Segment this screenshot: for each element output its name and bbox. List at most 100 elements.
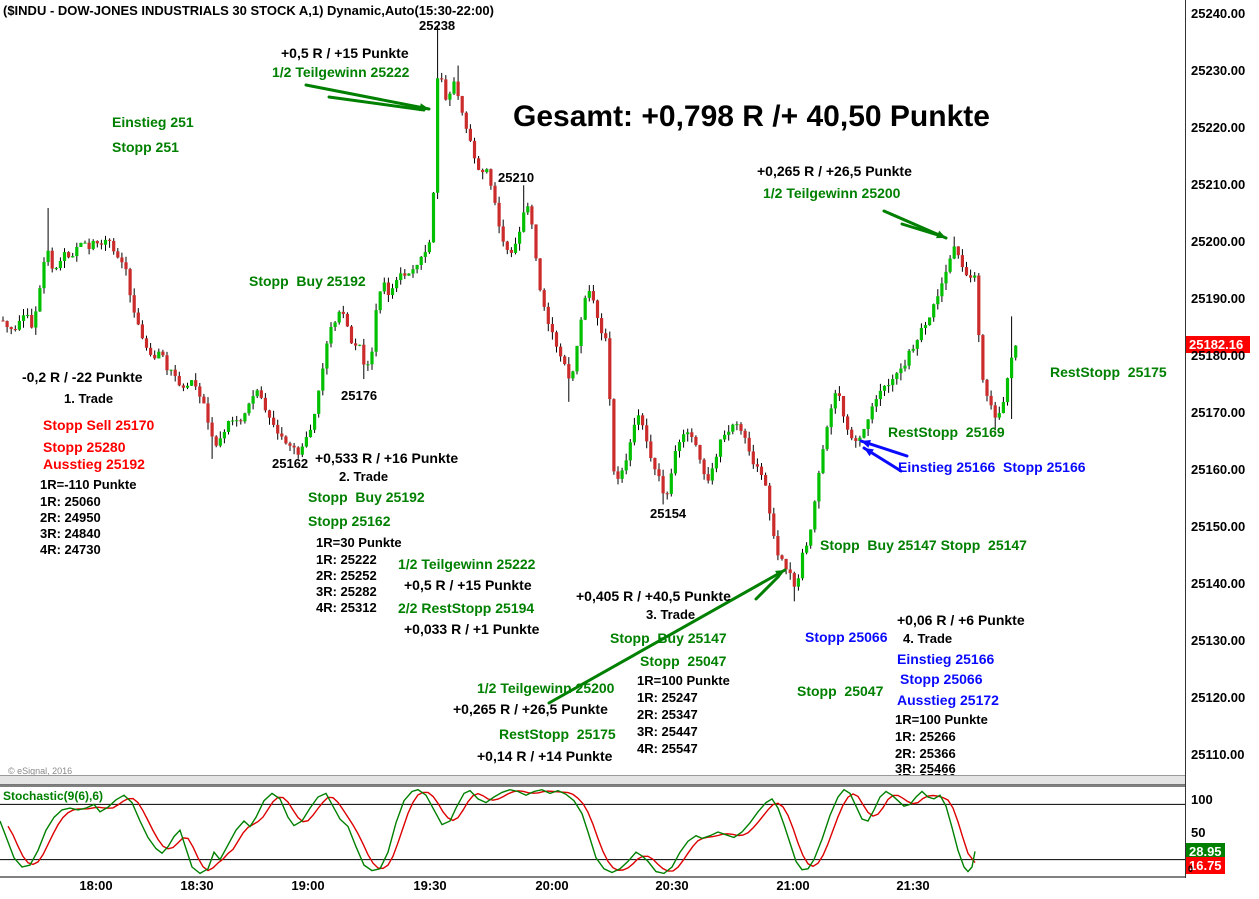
trade3-entry-arrow (547, 568, 787, 705)
candle-down (649, 441, 653, 459)
candle-down (563, 356, 567, 365)
candle-up (714, 456, 718, 469)
chart-annotation: 1R=100 Punkte (895, 712, 988, 727)
candle-up (583, 297, 587, 320)
candle-down (87, 242, 91, 249)
time-axis-label: 19:30 (413, 878, 447, 893)
candle-down (846, 416, 850, 430)
chart-annotation: 3R: 24840 (40, 526, 101, 541)
candle-down (276, 424, 280, 434)
price-axis-label: 25200.00 (1191, 234, 1246, 250)
candle-down (612, 399, 616, 472)
candle-down (472, 140, 477, 159)
candle-up (887, 385, 891, 387)
candle-up (190, 380, 194, 386)
candle-down (530, 206, 534, 225)
candle-up (185, 385, 190, 388)
candle-up (587, 291, 591, 298)
price-axis-label: 25150.00 (1191, 519, 1246, 535)
chart-annotation: Stopp 25280 (43, 439, 126, 455)
candle-up (718, 439, 723, 457)
stoch-zero-label: 0 (1188, 864, 1194, 874)
chart-annotation: 1/2 Teilgewinn 25222 (272, 64, 410, 80)
candle-up (62, 252, 67, 261)
candle-up (423, 252, 427, 257)
trade3-entry-arrow-head (775, 570, 785, 579)
candle-down (144, 338, 149, 348)
candle-down (181, 385, 185, 388)
chart-annotation: -0,2 R / -22 Punkte (22, 369, 143, 385)
price-axis-label: 25170.00 (1191, 405, 1246, 421)
candle-up (42, 262, 46, 289)
chart-annotation: 3R: 25447 (637, 724, 698, 739)
candle-up (370, 351, 374, 365)
candle-down (850, 429, 854, 439)
candle-up (378, 291, 382, 311)
price-axis-label: 25110.00 (1191, 747, 1245, 763)
candle-down (30, 314, 34, 328)
candle-up (247, 403, 251, 414)
candle-down (559, 346, 563, 357)
candle-up (226, 421, 231, 432)
candle-up (157, 351, 161, 359)
candle-up (452, 81, 456, 94)
candle-down (554, 332, 559, 347)
candle-down (173, 369, 177, 376)
chart-annotation: 25154 (650, 506, 687, 521)
candle-up (374, 310, 378, 352)
candle-down (1, 320, 5, 322)
candle-up (485, 169, 489, 173)
time-axis[interactable]: 18:00 18:30 19:00 19:30 20:00 20:30 21:00 21:30 (0, 876, 1185, 898)
candle-down (989, 395, 993, 406)
candle-up (21, 315, 26, 321)
price-axis-label: 25120.00 (1191, 690, 1246, 706)
candle-up (575, 345, 579, 372)
candle-down (267, 410, 272, 418)
chart-annotation: 1/2 Teilgewinn 25200 (763, 185, 901, 201)
candle-down (956, 246, 960, 256)
candle-up (390, 288, 395, 296)
chart-annotation: Einstieg 25166 (897, 651, 995, 667)
chart-annotation: RestStopp 25175 (499, 726, 616, 742)
summary-banner: Gesamt: +0,798 R /+ 40,50 Punkte (513, 100, 990, 133)
candle-down (259, 390, 263, 398)
candle-down (608, 338, 612, 400)
candle-down (702, 459, 706, 475)
stoch-axis-label: 100 (1191, 792, 1213, 807)
chart-annotation: 1R: 25266 (895, 729, 956, 744)
candle-down (616, 471, 620, 479)
candle-down (296, 447, 300, 455)
candle-up (940, 283, 944, 297)
candle-up (796, 578, 800, 587)
chart-annotation: 1R=-110 Punkte (40, 477, 137, 492)
candle-down (977, 275, 981, 336)
chart-annotation: +0,5 R / +15 Punkte (281, 45, 409, 61)
candle-up (436, 78, 440, 193)
candle-down (764, 475, 768, 486)
candle-up (333, 322, 337, 327)
candle-down (362, 344, 366, 365)
candle-down (505, 241, 509, 250)
candle-down (140, 324, 144, 339)
candle-up (321, 368, 325, 391)
indicator-label: Stochastic(9(6),6) (3, 789, 104, 803)
candle-down (165, 355, 169, 371)
panel-background (0, 775, 1185, 878)
candle-down (149, 347, 153, 355)
candle-down (747, 437, 751, 452)
price-axis[interactable]: 25182.16 28.95 16.75 0 25240.00 25230.00 2… (1186, 0, 1259, 899)
candle-up (218, 438, 222, 446)
chart-annotation: +0,265 R / +26,5 Punkte (453, 701, 608, 717)
candle-up (222, 431, 226, 439)
candle-up (944, 271, 948, 284)
candle-up (79, 242, 83, 247)
candle-down (792, 573, 796, 587)
chart-annotation: 4. Trade (903, 631, 953, 646)
candle-down (349, 326, 354, 344)
candle-up (571, 371, 575, 379)
panel-splitter[interactable] (0, 776, 1185, 784)
candle-up (300, 446, 304, 455)
candle-down (755, 464, 759, 467)
